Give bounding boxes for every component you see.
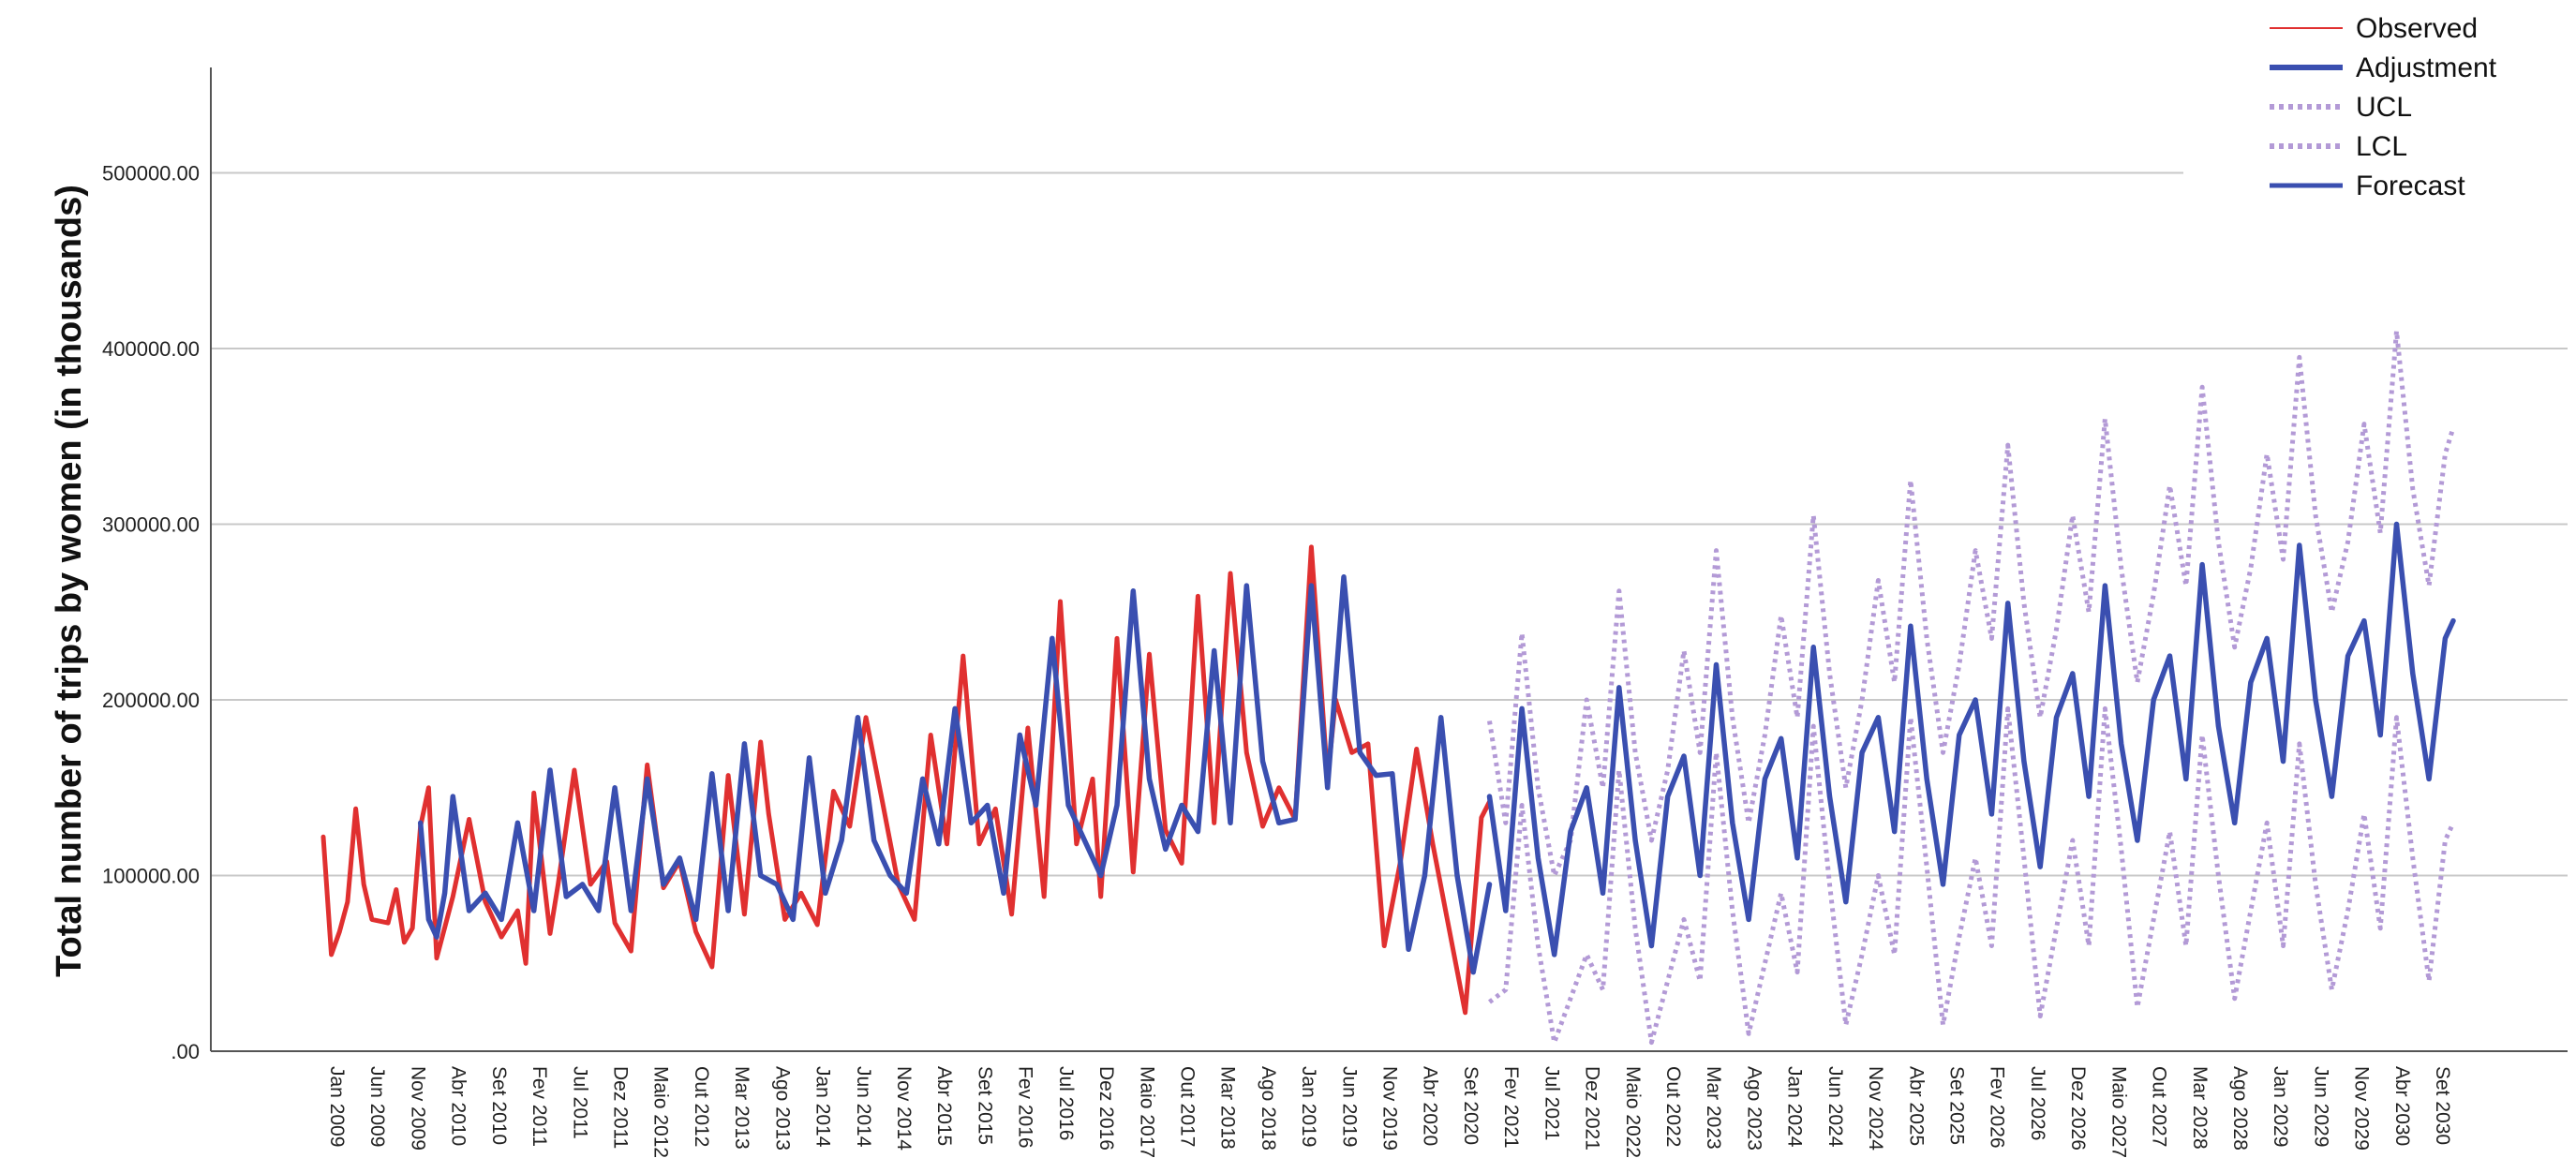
- x-tick-label: Jul 2026: [2027, 1066, 2048, 1140]
- x-tick-label: Jan 2024: [1784, 1066, 1806, 1148]
- x-tick-label: Set 2025: [1946, 1066, 1968, 1145]
- x-tick-label: Jun 2009: [366, 1066, 388, 1147]
- y-tick-label: .00: [171, 1040, 200, 1063]
- x-tick-label: Abr 2020: [1420, 1066, 1441, 1146]
- axes: [210, 67, 2568, 1052]
- x-tick-label: Dez 2011: [609, 1066, 631, 1149]
- y-tick-label: 500000.00: [102, 162, 200, 186]
- x-tick-label: Set 2015: [974, 1066, 995, 1145]
- x-tick-labels: Jan 2009 Jun 2009 Nov 2009 Abr 2010 Set 2010…: [326, 1066, 2453, 1158]
- x-tick-label: Nov 2019: [1379, 1066, 1401, 1151]
- x-tick-label: Nov 2024: [1865, 1066, 1886, 1151]
- x-tick-label: Out 2017: [1176, 1066, 1198, 1147]
- y-tick-label: 300000.00: [102, 513, 200, 537]
- x-tick-label: Ago 2028: [2229, 1066, 2251, 1151]
- x-tick-label: Out 2022: [1662, 1066, 1684, 1147]
- x-tick-label: Mar 2023: [1703, 1066, 1724, 1150]
- y-axis-label: Total number of trips by women (in thous…: [50, 185, 89, 977]
- x-tick-label: Nov 2014: [893, 1066, 915, 1151]
- x-tick-label: Out 2012: [691, 1066, 712, 1147]
- x-tick-label: Jan 2009: [326, 1066, 348, 1147]
- x-tick-label: Fev 2026: [1987, 1066, 2008, 1149]
- legend-label-forecast: Forecast: [2356, 171, 2465, 201]
- x-tick-label: Jan 2029: [2270, 1066, 2291, 1147]
- x-tick-label: Maio 2012: [650, 1066, 672, 1158]
- x-tick-label: Jun 2019: [1338, 1066, 1360, 1147]
- legend-label-ucl: UCL: [2356, 92, 2412, 123]
- series-line-ucl: [1487, 328, 2456, 878]
- x-tick-label: Dez 2016: [1095, 1066, 1117, 1151]
- series-lines: [320, 328, 2456, 1046]
- x-tick-label: Abr 2015: [933, 1066, 955, 1146]
- x-tick-label: Ago 2013: [771, 1066, 793, 1151]
- x-tick-label: Fev 2021: [1500, 1066, 1522, 1149]
- series-line-lcl: [1487, 705, 2456, 1046]
- x-tick-label: Jun 2014: [853, 1066, 874, 1148]
- series-line-observed: [320, 544, 1492, 1016]
- y-tick-labels: .00 100000.00 200000.00 300000.00 400000.00 5…: [102, 162, 200, 1064]
- x-tick-label: Mar 2013: [731, 1066, 752, 1150]
- x-tick-label: Mar 2028: [2189, 1066, 2211, 1150]
- x-tick-label: Fev 2016: [1015, 1066, 1036, 1149]
- x-tick-label: Nov 2029: [2351, 1066, 2373, 1151]
- x-tick-label: Maio 2027: [2107, 1066, 2129, 1158]
- x-tick-label: Jan 2014: [812, 1066, 834, 1148]
- x-tick-label: Maio 2022: [1622, 1066, 1644, 1158]
- x-tick-label: Set 2030: [2432, 1066, 2453, 1145]
- x-tick-label: Nov 2009: [407, 1066, 428, 1151]
- legend-label-adjustment: Adjustment: [2356, 52, 2497, 83]
- y-tick-label: 200000.00: [102, 689, 200, 712]
- x-tick-label: Jun 2029: [2310, 1066, 2331, 1147]
- x-tick-label: Abr 2010: [448, 1066, 469, 1146]
- x-tick-label: Mar 2018: [1217, 1066, 1239, 1150]
- x-tick-label: Jan 2019: [1298, 1066, 1319, 1147]
- x-tick-label: Ago 2018: [1258, 1066, 1279, 1151]
- x-tick-label: Dez 2021: [1582, 1066, 1603, 1151]
- legend-label-observed: Observed: [2356, 13, 2478, 44]
- x-tick-label: Jun 2024: [1824, 1066, 1846, 1148]
- y-tick-label: 100000.00: [102, 865, 200, 888]
- series-line-forecast: [1486, 521, 2456, 958]
- x-tick-label: Abr 2025: [1905, 1066, 1927, 1146]
- x-tick-label: Out 2027: [2149, 1066, 2170, 1147]
- x-tick-label: Jul 2021: [1541, 1066, 1562, 1140]
- x-tick-label: Jul 2016: [1055, 1066, 1077, 1140]
- y-tick-label: 400000.00: [102, 337, 200, 361]
- x-tick-label: Dez 2026: [2067, 1066, 2089, 1151]
- x-tick-label: Abr 2030: [2391, 1066, 2413, 1146]
- x-tick-label: Maio 2017: [1136, 1066, 1157, 1158]
- x-tick-label: Ago 2023: [1743, 1066, 1764, 1151]
- gridlines: [211, 171, 2568, 877]
- x-tick-label: Set 2020: [1460, 1066, 1482, 1145]
- series-line-adjustment: [417, 574, 1493, 975]
- legend: Observed Adjustment UCL LCL Forecast: [2270, 13, 2497, 201]
- legend-label-lcl: LCL: [2356, 131, 2407, 162]
- x-tick-label: Set 2010: [488, 1066, 510, 1145]
- x-tick-label: Jul 2011: [569, 1066, 590, 1139]
- x-tick-label: Fev 2011: [529, 1066, 550, 1147]
